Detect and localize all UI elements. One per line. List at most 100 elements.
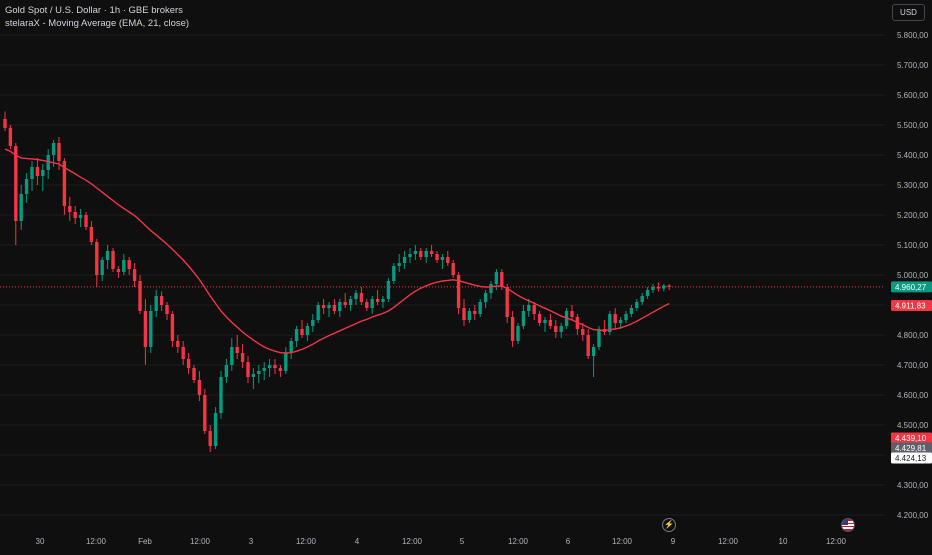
time-tick-label: 12:00: [612, 537, 633, 546]
chart-area[interactable]: [0, 0, 885, 527]
candle: [116, 266, 121, 278]
price-tick-label: 4.800,00: [897, 331, 929, 340]
candle-body: [8, 128, 13, 146]
candle: [278, 365, 283, 377]
candle-body: [456, 275, 461, 308]
time-tick-label: 12:00: [508, 537, 529, 546]
time-tick-label: 4: [355, 537, 360, 546]
candle-body: [527, 305, 531, 311]
candle-body: [586, 335, 590, 356]
candle-body: [397, 263, 401, 266]
candle-body: [230, 347, 234, 365]
price-tick-label: 5.300,00: [897, 181, 929, 190]
candle: [165, 302, 169, 320]
candle: [46, 149, 50, 179]
candle-body: [132, 269, 137, 281]
flash-icon[interactable]: ⚡: [662, 518, 676, 532]
candle-body: [289, 341, 293, 353]
candle: [435, 251, 439, 263]
candle-body: [613, 314, 617, 323]
candle-body: [181, 347, 185, 359]
price-axis[interactable]: 5.800,00 5.700,00 5.600,00 5.500,00 5.400,00…: [885, 0, 932, 550]
candle: [510, 311, 515, 347]
candle: [159, 291, 164, 311]
price-badge-label: 4.960,27: [895, 283, 927, 292]
candle-body: [46, 155, 50, 170]
candle: [230, 338, 234, 371]
candle: [651, 284, 655, 293]
candle: [419, 248, 423, 260]
candle: [267, 359, 272, 377]
candle-body: [478, 302, 482, 314]
price-badge-marker: 4.439,10: [891, 432, 932, 444]
candle-body: [73, 212, 77, 218]
candle-body: [176, 341, 180, 347]
time-tick-label: 12:00: [190, 537, 211, 546]
candle: [424, 248, 428, 263]
candle: [489, 281, 493, 299]
candle-body: [208, 431, 212, 446]
candle-body: [257, 371, 261, 374]
candle: [224, 359, 229, 383]
candle-body: [143, 311, 148, 347]
candle-body: [35, 167, 40, 176]
candle: [154, 290, 158, 317]
candle-body: [440, 257, 445, 260]
candle-body: [559, 326, 563, 332]
candle-body: [278, 368, 283, 371]
price-badge-ema: 4.911,83: [891, 299, 932, 311]
candle: [89, 221, 94, 245]
candle-body: [332, 305, 337, 311]
us-flag-icon[interactable]: [841, 518, 855, 532]
ema-line: [4, 148, 670, 354]
candle-body: [213, 413, 218, 446]
candle: [203, 389, 207, 434]
time-tick-label: 12:00: [86, 537, 107, 546]
price-tick-label: 4.500,00: [897, 421, 929, 430]
candle-body: [100, 260, 104, 275]
price-tick-label: 4.300,00: [897, 481, 929, 490]
candle: [327, 302, 331, 317]
candle-body: [14, 146, 18, 221]
candle-body: [402, 257, 407, 263]
price-tick-label: 5.800,00: [897, 31, 929, 40]
candle-body: [451, 263, 455, 275]
candle: [413, 245, 418, 260]
candle: [246, 356, 250, 383]
candle-body: [105, 251, 110, 260]
candle-body: [51, 143, 56, 155]
candle: [645, 287, 650, 299]
candle: [397, 254, 401, 272]
candle-body: [127, 260, 131, 269]
candle: [392, 263, 396, 284]
candle: [456, 272, 461, 314]
price-tick-label: 5.200,00: [897, 211, 929, 220]
candle: [176, 335, 180, 353]
candle: [473, 305, 477, 320]
currency-button[interactable]: USD: [892, 4, 925, 21]
candle: [559, 323, 563, 338]
candle-body: [635, 302, 639, 308]
candle: [624, 311, 628, 323]
candle-body: [381, 299, 385, 302]
time-tick-label: 12:00: [826, 537, 847, 546]
price-tick-label: 5.000,00: [897, 271, 929, 280]
candle: [311, 314, 315, 332]
candle-body: [629, 308, 634, 314]
candle-body: [170, 314, 175, 341]
candlestick-chart[interactable]: [0, 0, 885, 527]
candle: [516, 323, 520, 344]
candle-body: [122, 260, 126, 272]
indicator-legend[interactable]: stelaraX - Moving Average (EMA, 21, clos…: [5, 18, 190, 29]
candle-body: [473, 311, 477, 314]
time-tick-label: Feb: [138, 537, 152, 546]
candle: [316, 302, 320, 323]
candle-body: [446, 257, 450, 263]
candle-body: [419, 251, 423, 257]
time-axis[interactable]: 30 12:00 Feb 12:00 3 12:00 4 12:00 5 12:00 6 12:00 9…: [0, 527, 885, 550]
candle-body: [365, 302, 369, 308]
candle: [570, 305, 574, 320]
candle: [19, 185, 23, 230]
candle-body: [667, 285, 671, 287]
symbol-legend[interactable]: Gold Spot / U.S. Dollar · 1h · GBE broke…: [5, 5, 183, 16]
